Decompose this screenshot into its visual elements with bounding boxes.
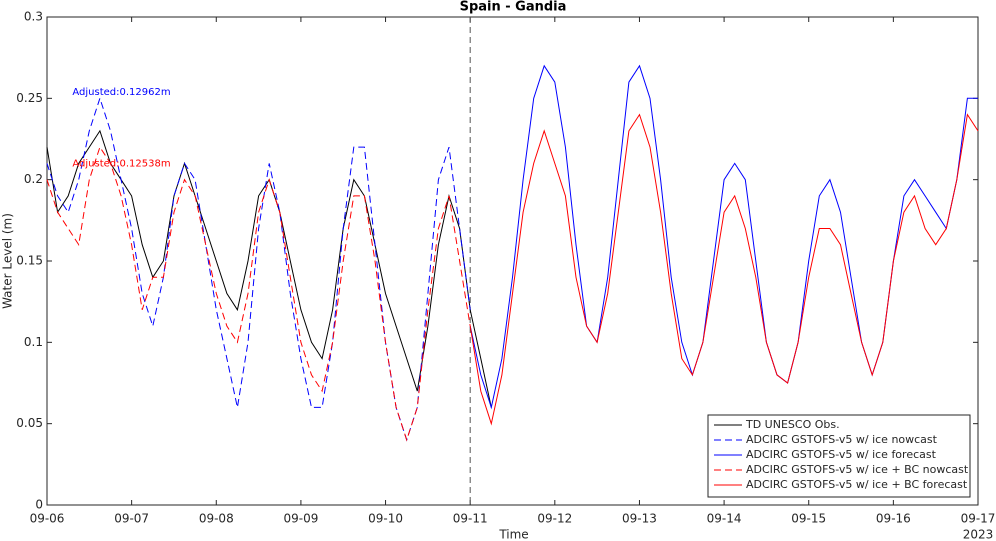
annotation: Adjusted:0.12538m: [72, 158, 170, 169]
y-tick-label: 0.1: [24, 335, 43, 349]
x-tick-label: 09-06: [30, 512, 65, 526]
x-axis-label: Time: [498, 528, 528, 541]
y-tick-label: 0.2: [24, 172, 43, 186]
legend-label: ADCIRC GSTOFS-v5 w/ ice + BC nowcast: [746, 463, 969, 476]
x-tick-label: 09-15: [791, 512, 826, 526]
y-tick-label: 0: [35, 498, 43, 512]
y-axis-label: Water Level (m): [1, 213, 15, 309]
x-tick-label: 09-10: [368, 512, 403, 526]
legend-label: ADCIRC GSTOFS-v5 w/ ice nowcast: [746, 433, 938, 446]
y-tick-label: 0.3: [24, 10, 43, 24]
x-tick-label: 09-16: [876, 512, 911, 526]
series-line: [46, 145, 471, 442]
x-tick-label: 09-12: [537, 512, 572, 526]
series-line: [469, 113, 979, 426]
legend-label: TD UNESCO Obs.: [745, 418, 840, 431]
x-year-label: 2023: [963, 528, 994, 541]
x-tick-label: 09-13: [622, 512, 657, 526]
x-tick-label: 09-11: [453, 512, 488, 526]
y-tick-label: 0.05: [16, 416, 43, 430]
legend-box: [707, 414, 971, 498]
y-tick-label: 0.15: [16, 254, 43, 268]
legend-label: ADCIRC GSTOFS-v5 w/ ice forecast: [746, 448, 937, 461]
x-tick-label: 09-17: [961, 512, 996, 526]
x-tick-label: 09-07: [114, 512, 149, 526]
x-tick-label: 09-14: [707, 512, 742, 526]
x-tick-label: 09-08: [199, 512, 234, 526]
chart-title: Spain - Gandia: [460, 0, 567, 15]
y-tick-label: 0.25: [16, 91, 43, 105]
legend-label: ADCIRC GSTOFS-v5 w/ ice + BC forecast: [746, 478, 968, 491]
x-tick-label: 09-09: [283, 512, 318, 526]
annotation: Adjusted:0.12962m: [72, 87, 170, 98]
